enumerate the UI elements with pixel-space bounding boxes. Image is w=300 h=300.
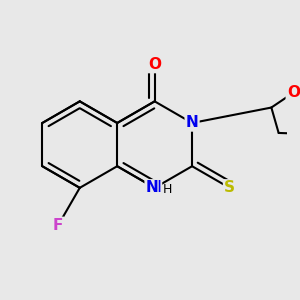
Text: F: F bbox=[53, 218, 63, 233]
Text: H: H bbox=[162, 183, 172, 196]
Text: O: O bbox=[287, 85, 300, 100]
Text: S: S bbox=[224, 180, 235, 195]
Text: N: N bbox=[145, 180, 158, 195]
Text: O: O bbox=[148, 57, 161, 72]
Text: N: N bbox=[186, 116, 199, 130]
Text: N: N bbox=[148, 180, 161, 195]
